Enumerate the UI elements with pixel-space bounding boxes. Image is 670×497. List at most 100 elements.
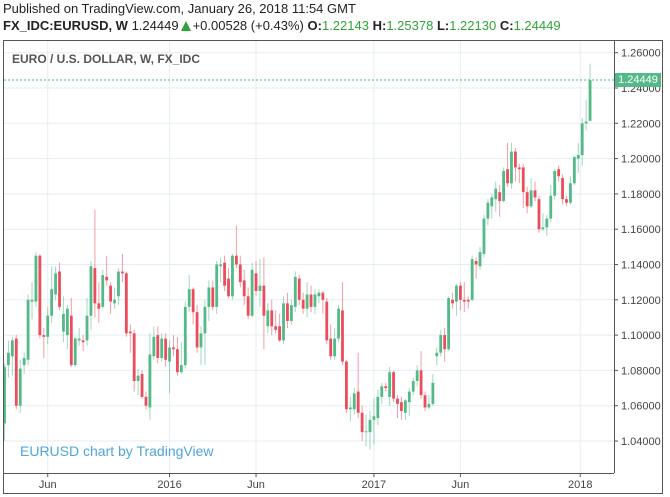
candle bbox=[498, 185, 502, 217]
candle bbox=[262, 257, 266, 350]
candle-body bbox=[506, 169, 509, 184]
candle bbox=[400, 396, 403, 420]
candle-body bbox=[278, 326, 281, 341]
candle-body bbox=[458, 285, 462, 300]
candle-body bbox=[368, 419, 372, 433]
candle bbox=[301, 292, 305, 314]
candle-body bbox=[203, 306, 207, 334]
candle-body bbox=[388, 372, 392, 397]
candle bbox=[541, 213, 545, 231]
time-tick-label: 2018 bbox=[568, 479, 592, 491]
candle-body bbox=[176, 349, 179, 373]
candle-body bbox=[443, 335, 447, 350]
candle-body bbox=[561, 178, 564, 200]
candle-body bbox=[580, 123, 584, 156]
candle-body bbox=[348, 407, 352, 410]
candle bbox=[231, 253, 234, 300]
low-value: 1.22130 bbox=[449, 18, 497, 33]
candle bbox=[325, 298, 329, 344]
candle bbox=[360, 405, 364, 441]
chart-frame bbox=[3, 40, 663, 494]
candle bbox=[305, 282, 309, 318]
candle bbox=[443, 328, 447, 362]
candle bbox=[569, 176, 572, 205]
chart-legend-title: EURO / U.S. DOLLAR, W, FX_IDC bbox=[12, 52, 201, 66]
candle-body bbox=[392, 372, 395, 399]
grid bbox=[4, 41, 614, 473]
price-tick-label: 1.18000 bbox=[621, 189, 661, 201]
candle-body bbox=[211, 287, 215, 307]
candle-body bbox=[172, 347, 175, 350]
candle bbox=[38, 253, 42, 339]
candle-body bbox=[128, 331, 132, 334]
candle-body bbox=[22, 358, 26, 366]
candle-body bbox=[136, 375, 140, 381]
candle-body bbox=[266, 310, 270, 327]
candle bbox=[223, 255, 226, 291]
candle-body bbox=[364, 431, 368, 433]
candle bbox=[77, 328, 81, 346]
candle bbox=[278, 313, 281, 343]
candle-body bbox=[439, 335, 443, 353]
candle-body bbox=[105, 276, 109, 281]
candle-body bbox=[219, 264, 223, 267]
candle bbox=[3, 363, 6, 441]
candle bbox=[478, 246, 482, 270]
candle-body bbox=[329, 338, 333, 357]
candle-body bbox=[533, 190, 537, 198]
time-axis[interactable]: Jun 2016 Jun 2017 Jun 2018 bbox=[39, 473, 593, 491]
price-change: +0.00528 (+0.43%) bbox=[192, 18, 304, 33]
candle-body bbox=[65, 308, 69, 336]
candle bbox=[176, 336, 179, 376]
candle bbox=[34, 252, 38, 307]
candle bbox=[557, 165, 561, 182]
candle bbox=[136, 368, 140, 396]
candle-body bbox=[510, 151, 513, 184]
candle-body bbox=[18, 368, 22, 406]
candle bbox=[506, 142, 509, 187]
candle bbox=[93, 209, 97, 318]
candle bbox=[187, 275, 191, 313]
candle bbox=[451, 292, 454, 309]
candle bbox=[69, 298, 73, 367]
candle bbox=[435, 347, 439, 366]
candle-body bbox=[183, 306, 187, 366]
candle bbox=[447, 296, 450, 351]
candle bbox=[293, 271, 297, 313]
candle-body bbox=[191, 289, 195, 313]
candle bbox=[486, 199, 490, 226]
candle-body bbox=[325, 301, 329, 341]
time-tick-label: 2016 bbox=[157, 479, 181, 491]
price-tick-label: 1.20000 bbox=[621, 154, 661, 166]
candle-body bbox=[321, 292, 325, 300]
candle bbox=[356, 352, 360, 419]
candle-body bbox=[345, 361, 348, 410]
candle bbox=[18, 359, 22, 413]
candle-body bbox=[525, 192, 529, 207]
candle-body bbox=[93, 268, 97, 304]
candle-body bbox=[572, 156, 576, 184]
price-axis[interactable]: 1.260001.240001.220001.200001.180001.160… bbox=[614, 48, 661, 448]
candle bbox=[199, 326, 203, 366]
candle-body bbox=[380, 386, 384, 397]
price-tick-label: 1.08000 bbox=[621, 365, 661, 377]
candle bbox=[411, 377, 415, 396]
candle-body bbox=[305, 294, 309, 309]
candle bbox=[321, 290, 325, 314]
candle-body bbox=[407, 391, 411, 403]
candle bbox=[514, 148, 517, 182]
candle-body bbox=[286, 303, 289, 321]
candle bbox=[282, 296, 285, 344]
candle-body bbox=[195, 312, 199, 348]
candle-body bbox=[140, 373, 144, 397]
candle-body bbox=[588, 80, 592, 121]
candle bbox=[168, 340, 171, 394]
price-tick-label: 1.06000 bbox=[621, 401, 661, 413]
candle-body bbox=[238, 264, 242, 283]
candle-body bbox=[258, 285, 262, 291]
candle-body bbox=[435, 352, 439, 357]
candle bbox=[274, 310, 278, 334]
candle bbox=[576, 142, 580, 173]
time-tick-label: Jun bbox=[247, 479, 265, 491]
